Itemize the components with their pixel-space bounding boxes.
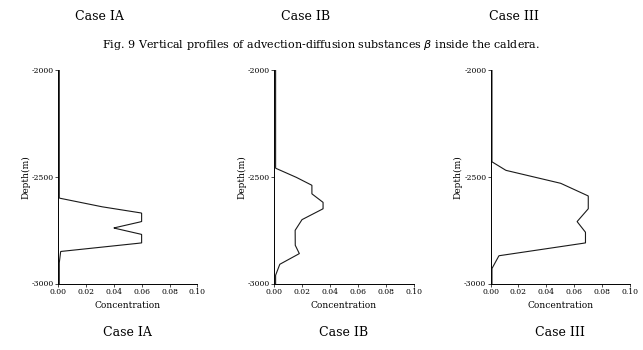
Y-axis label: Depth(m): Depth(m) [237, 155, 246, 199]
Y-axis label: Depth(m): Depth(m) [21, 155, 30, 199]
Text: Case IA: Case IA [75, 10, 124, 23]
Text: Case IB: Case IB [320, 327, 368, 340]
Text: Case IA: Case IA [104, 327, 152, 340]
Text: Case III: Case III [536, 327, 585, 340]
X-axis label: Concentration: Concentration [527, 301, 593, 310]
Text: Case IB: Case IB [281, 10, 330, 23]
Text: Fig. 9 Vertical profiles of advection-diffusion substances $\beta$ inside the ca: Fig. 9 Vertical profiles of advection-di… [102, 38, 541, 52]
X-axis label: Concentration: Concentration [95, 301, 161, 310]
Text: Case III: Case III [489, 10, 539, 23]
Y-axis label: Depth(m): Depth(m) [453, 155, 463, 199]
X-axis label: Concentration: Concentration [311, 301, 377, 310]
